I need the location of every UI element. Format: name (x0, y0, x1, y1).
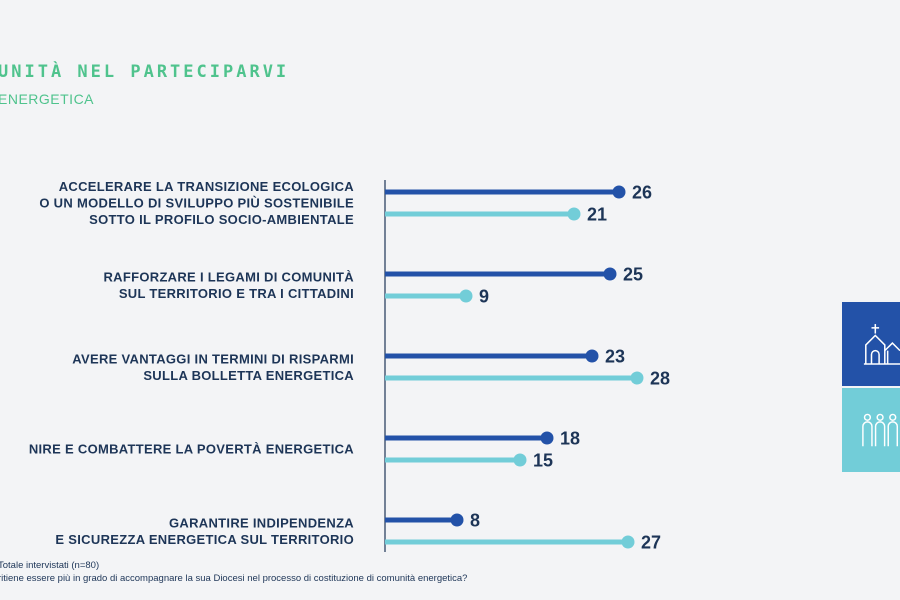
category-label: SULLA BOLLETTA ENERGETICA (143, 368, 354, 383)
footnote-sample: Totale intervistati (n=80) (0, 560, 100, 571)
value-label: 28 (650, 369, 670, 389)
church-icon (863, 324, 900, 365)
category-label: E SICUREZZA ENERGETICA SUL TERRITORIO (55, 532, 354, 547)
value-label: 9 (479, 287, 489, 307)
category-label: NIRE E COMBATTERE LA POVERTÀ ENERGETICA (29, 442, 354, 457)
value-label: 18 (560, 429, 580, 449)
category-label: O UN MODELLO DI SVILUPPO PIÙ SOSTENIBILE (39, 196, 354, 211)
category-label: GARANTIRE INDIPENDENZA (169, 515, 354, 530)
church-tile (842, 302, 900, 386)
bar-end-dot (621, 535, 635, 549)
value-label: 27 (641, 533, 661, 553)
category-label: RAFFORZARE I LEGAMI DI COMUNITÀ (103, 269, 354, 284)
bar-end-dot (513, 453, 527, 467)
page-subtitle: ENERGETICA (0, 91, 95, 107)
value-label: 8 (470, 511, 480, 531)
category-label: SOTTO IL PROFILO SOCIO-AMBIENTALE (89, 212, 354, 227)
value-label: 21 (587, 205, 607, 225)
bar-end-dot (450, 513, 464, 527)
bar-end-dot (603, 267, 617, 281)
value-label: 15 (533, 451, 553, 471)
category-label: SUL TERRITORIO E TRA I CITTADINI (119, 286, 354, 301)
people-tile (842, 388, 900, 472)
bar-end-dot (612, 185, 626, 199)
category-label: AVERE VANTAGGI IN TERMINI DI RISPARMI (72, 351, 354, 366)
footnote-question: ritiene essere più in grado di accompagn… (0, 573, 468, 584)
value-label: 26 (632, 183, 652, 203)
people-group-icon (862, 413, 899, 447)
bar-end-dot (630, 371, 644, 385)
category-label: ACCELERARE LA TRANSIZIONE ECOLOGICA (59, 179, 355, 194)
page-title: UNITÀ NEL PARTECIPARVI (0, 62, 290, 82)
bar-end-dot (585, 349, 599, 363)
bar-end-dot (459, 289, 473, 303)
bar-end-dot (567, 207, 581, 221)
value-label: 23 (605, 347, 625, 367)
bar-end-dot (540, 431, 554, 445)
value-label: 25 (623, 265, 643, 285)
